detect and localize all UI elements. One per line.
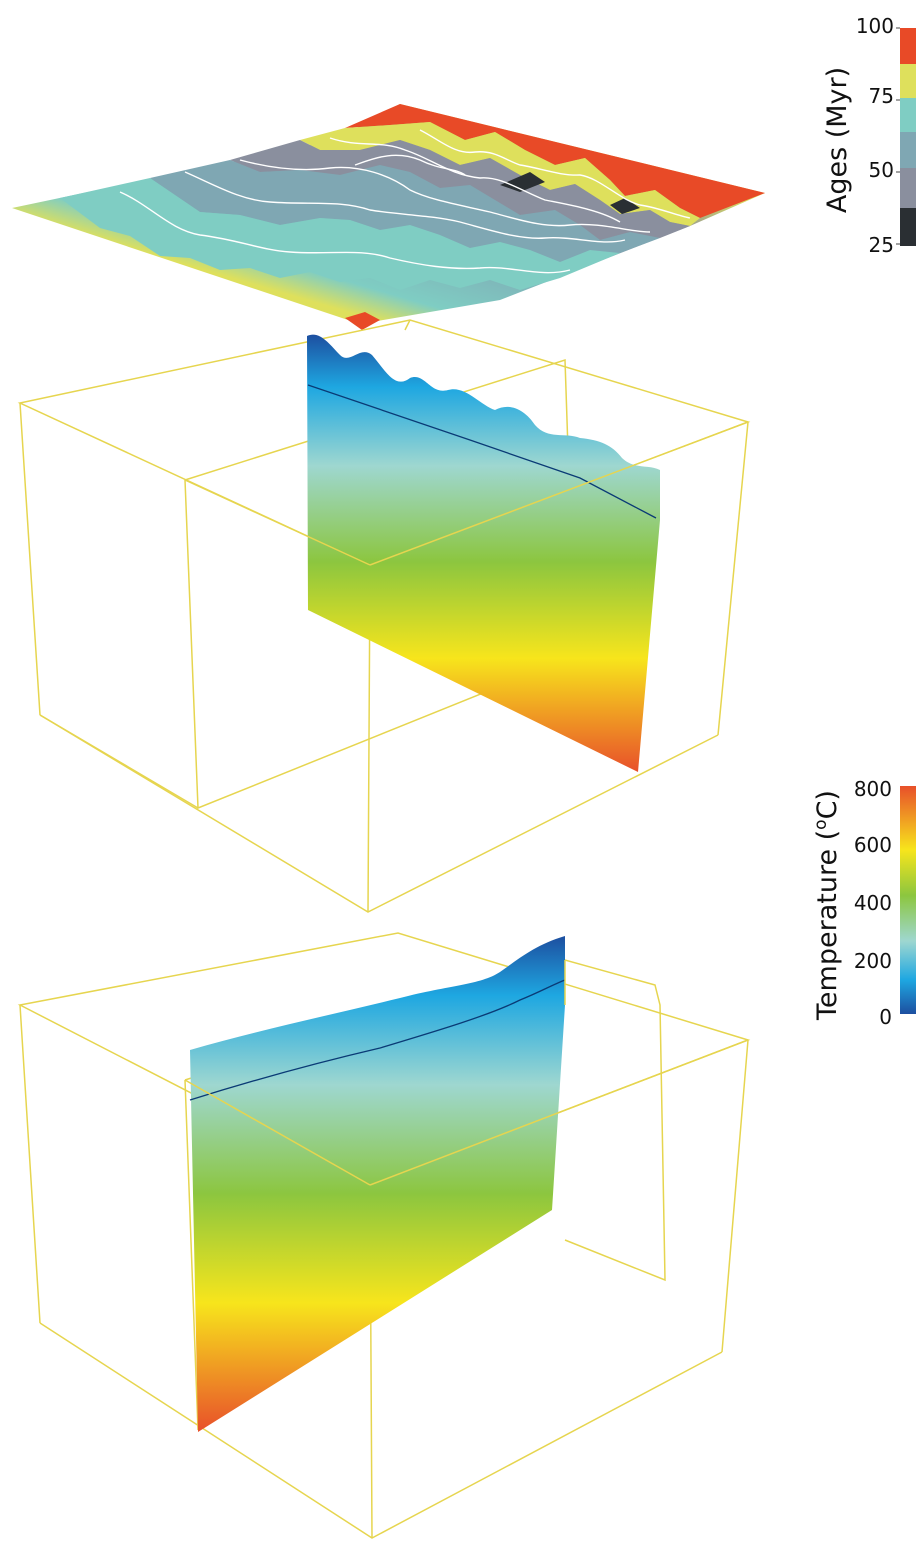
contour-line bbox=[419, 129, 691, 219]
temperature-colorbar-gradient bbox=[900, 786, 916, 1014]
temperature-title-tail: C) bbox=[812, 790, 843, 819]
age-zone-steel bbox=[150, 160, 660, 262]
box-edge bbox=[39, 1322, 723, 1539]
age-contours bbox=[119, 129, 691, 274]
ages-tick-label: 50 bbox=[869, 158, 894, 182]
temperature-title-sup: o bbox=[811, 819, 831, 829]
temperature-slice-middle bbox=[307, 334, 660, 772]
age-zone-youngest bbox=[500, 172, 640, 214]
age-zone-sliver bbox=[345, 312, 380, 330]
bottom-box-front-edges bbox=[184, 960, 749, 1186]
ages-colorbar-band bbox=[900, 28, 916, 64]
temperature-tick-label: 0 bbox=[879, 1005, 892, 1029]
contour-line bbox=[184, 171, 626, 243]
temperature-title-main: Temperature ( bbox=[812, 830, 843, 1021]
temperature-colorbar-title: Temperature (oC) bbox=[811, 790, 843, 1021]
ages-colorbar: 100 75 50 25 Ages (Myr) bbox=[822, 14, 916, 257]
contour-line bbox=[119, 191, 571, 274]
temperature-slice-bottom bbox=[190, 936, 565, 1432]
isotherm-middle bbox=[307, 384, 657, 519]
ages-colorbar-band bbox=[900, 98, 916, 132]
ages-colorbar-title: Ages (Myr) bbox=[822, 67, 853, 213]
ages-tick-label: 75 bbox=[869, 84, 894, 108]
ages-colorbar-band bbox=[900, 208, 916, 246]
temperature-tick-label: 600 bbox=[854, 833, 892, 857]
box-edge bbox=[19, 319, 749, 913]
bottom-block bbox=[17, 932, 751, 1539]
contour-line bbox=[329, 137, 621, 223]
age-zone-oldest bbox=[345, 104, 765, 218]
age-zone-teal bbox=[60, 178, 620, 290]
box-edge bbox=[184, 960, 749, 1186]
box-edge bbox=[39, 714, 719, 913]
box-edge bbox=[184, 421, 749, 566]
ages-colorbar-ticks bbox=[896, 27, 900, 245]
ages-tick-label: 100 bbox=[856, 14, 894, 38]
temperature-tick-label: 200 bbox=[854, 949, 892, 973]
ages-tick-label: 25 bbox=[869, 233, 894, 257]
contour-line bbox=[239, 159, 651, 233]
temperature-tick-label: 800 bbox=[854, 777, 892, 801]
isotherm-bottom bbox=[189, 979, 566, 1101]
middle-box-front-edges bbox=[184, 421, 749, 566]
temperature-tick-label: 400 bbox=[854, 891, 892, 915]
temperature-colorbar: 800 600 400 200 0 Temperature (oC) bbox=[811, 777, 916, 1029]
middle-block bbox=[17, 319, 751, 913]
ages-colorbar-band bbox=[900, 168, 916, 208]
contour-line bbox=[354, 154, 466, 176]
age-surface-map bbox=[12, 104, 765, 330]
ages-colorbar-band bbox=[900, 64, 916, 98]
age-zone-grey bbox=[230, 140, 690, 240]
ages-colorbar-band bbox=[900, 132, 916, 168]
